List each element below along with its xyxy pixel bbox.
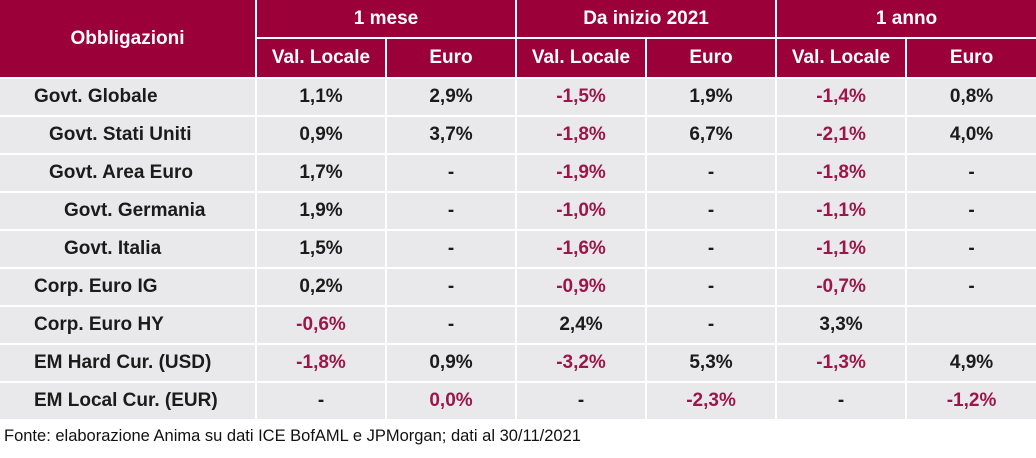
row-label: Govt. Germania xyxy=(0,191,257,230)
row-label: Govt. Globale xyxy=(0,77,257,116)
table-cell: 6,7% xyxy=(646,115,778,154)
subheader-euro: Euro xyxy=(646,38,778,78)
subheader-val-locale: Val. Locale xyxy=(256,38,387,78)
table-cell: -2,3% xyxy=(646,381,778,419)
subheader-euro: Euro xyxy=(906,38,1036,78)
row-label: Govt. Italia xyxy=(0,229,257,268)
table-cell: 2,9% xyxy=(386,77,518,116)
table-row: Govt. Area Euro 1,7% - -1,9% - -1,8% - xyxy=(0,153,1036,192)
table-cell: -0,9% xyxy=(516,267,648,306)
table-cell: 4,0% xyxy=(906,115,1036,154)
table-cell: -1,0% xyxy=(516,191,648,230)
table-row: Govt. Globale 1,1% 2,9% -1,5% 1,9% -1,4% 0,8% xyxy=(0,77,1036,116)
table-row: Corp. Euro HY -0,6% -2,4% -3,3% xyxy=(0,305,1036,344)
table-cell: -1,5% xyxy=(516,77,648,116)
table-row: EM Local Cur. (EUR) -0,0% - -2,3% - -1,2% xyxy=(0,381,1036,419)
group-header-da-inizio-2021: Da inizio 2021 xyxy=(516,0,778,39)
table-cell: 1,9% xyxy=(256,191,387,230)
subheader-euro: Euro xyxy=(386,38,518,78)
row-label: Corp. Euro HY xyxy=(0,305,257,344)
row-label: Govt. Area Euro xyxy=(0,153,257,192)
table-cell: 3,7% xyxy=(386,115,518,154)
table-cell: 3,3% xyxy=(776,305,908,344)
table-cell: -1,2% xyxy=(906,381,1036,419)
table-cell: - xyxy=(906,229,1036,268)
table-cell: -1,9% xyxy=(516,153,648,192)
table-cell: -1,1% xyxy=(776,191,908,230)
group-header-1-anno: 1 anno xyxy=(776,0,1036,39)
table-cell: -1,8% xyxy=(256,343,387,382)
table-row: EM Hard Cur. (USD) -1,8% 0,9% -3,2% 5,3% -1,3… xyxy=(0,343,1036,382)
table-cell: -1,3% xyxy=(776,343,908,382)
table-header: Obbligazioni 1 mese Da inizio 2021 1 ann… xyxy=(0,0,1036,78)
table-cell: 1,5% xyxy=(256,229,387,268)
row-label: Corp. Euro IG xyxy=(0,267,257,306)
table-body: Govt. Globale 1,1% 2,9% -1,5% 1,9% -1,4% 0,8% G… xyxy=(0,77,1036,419)
table-cell: 0,0% xyxy=(386,381,518,419)
table-cell: -1,4% xyxy=(776,77,908,116)
table-cell: - xyxy=(256,381,387,419)
subheader-val-locale: Val. Locale xyxy=(776,38,908,78)
table-cell: - xyxy=(646,153,778,192)
table-cell: -0,7% xyxy=(776,267,908,306)
table-cell: 0,2% xyxy=(256,267,387,306)
table-cell: -1,1% xyxy=(776,229,908,268)
table-cell: 1,9% xyxy=(646,77,778,116)
bond-returns-table: Obbligazioni 1 mese Da inizio 2021 1 ann… xyxy=(0,0,1036,419)
table-cell: - xyxy=(386,153,518,192)
table-cell: 0,9% xyxy=(386,343,518,382)
subheader-val-locale: Val. Locale xyxy=(516,38,648,78)
table-cell: 4,9% xyxy=(906,343,1036,382)
table-cell: - xyxy=(646,305,778,344)
group-header-1-mese: 1 mese xyxy=(256,0,518,39)
table-cell: - xyxy=(906,153,1036,192)
table-cell: - xyxy=(516,381,648,419)
table-cell: -0,6% xyxy=(256,305,387,344)
table-cell: - xyxy=(776,381,908,419)
table-cell: - xyxy=(646,191,778,230)
table-cell: - xyxy=(646,229,778,268)
table-cell: -1,6% xyxy=(516,229,648,268)
table-cell: - xyxy=(386,191,518,230)
table-cell: -2,1% xyxy=(776,115,908,154)
table-cell: 0,8% xyxy=(906,77,1036,116)
table-cell: - xyxy=(906,267,1036,306)
table-cell: 5,3% xyxy=(646,343,778,382)
table-cell: - xyxy=(646,267,778,306)
table-row: Govt. Italia 1,5% - -1,6% - -1,1% - xyxy=(0,229,1036,268)
table-row: Govt. Stati Uniti 0,9% 3,7% -1,8% 6,7% -2,1% 4… xyxy=(0,115,1036,154)
table-row: Govt. Germania 1,9% - -1,0% - -1,1% - xyxy=(0,191,1036,230)
table-cell: 0,9% xyxy=(256,115,387,154)
table-cell: - xyxy=(386,229,518,268)
table-cell: 2,4% xyxy=(516,305,648,344)
row-label: EM Hard Cur. (USD) xyxy=(0,343,257,382)
source-note: Fonte: elaborazione Anima su dati ICE Bo… xyxy=(4,427,581,445)
table-cell: -3,2% xyxy=(516,343,648,382)
corner-header: Obbligazioni xyxy=(0,0,257,78)
table-cell: -1,8% xyxy=(516,115,648,154)
row-label: EM Local Cur. (EUR) xyxy=(0,381,257,419)
table-cell: -1,8% xyxy=(776,153,908,192)
table-row: Corp. Euro IG 0,2% - -0,9% - -0,7% - xyxy=(0,267,1036,306)
table-cell: - xyxy=(386,305,518,344)
table-cell xyxy=(906,305,1036,344)
row-label: Govt. Stati Uniti xyxy=(0,115,257,154)
table-cell: - xyxy=(386,267,518,306)
table-cell: 1,7% xyxy=(256,153,387,192)
table-cell: - xyxy=(906,191,1036,230)
table-cell: 1,1% xyxy=(256,77,387,116)
